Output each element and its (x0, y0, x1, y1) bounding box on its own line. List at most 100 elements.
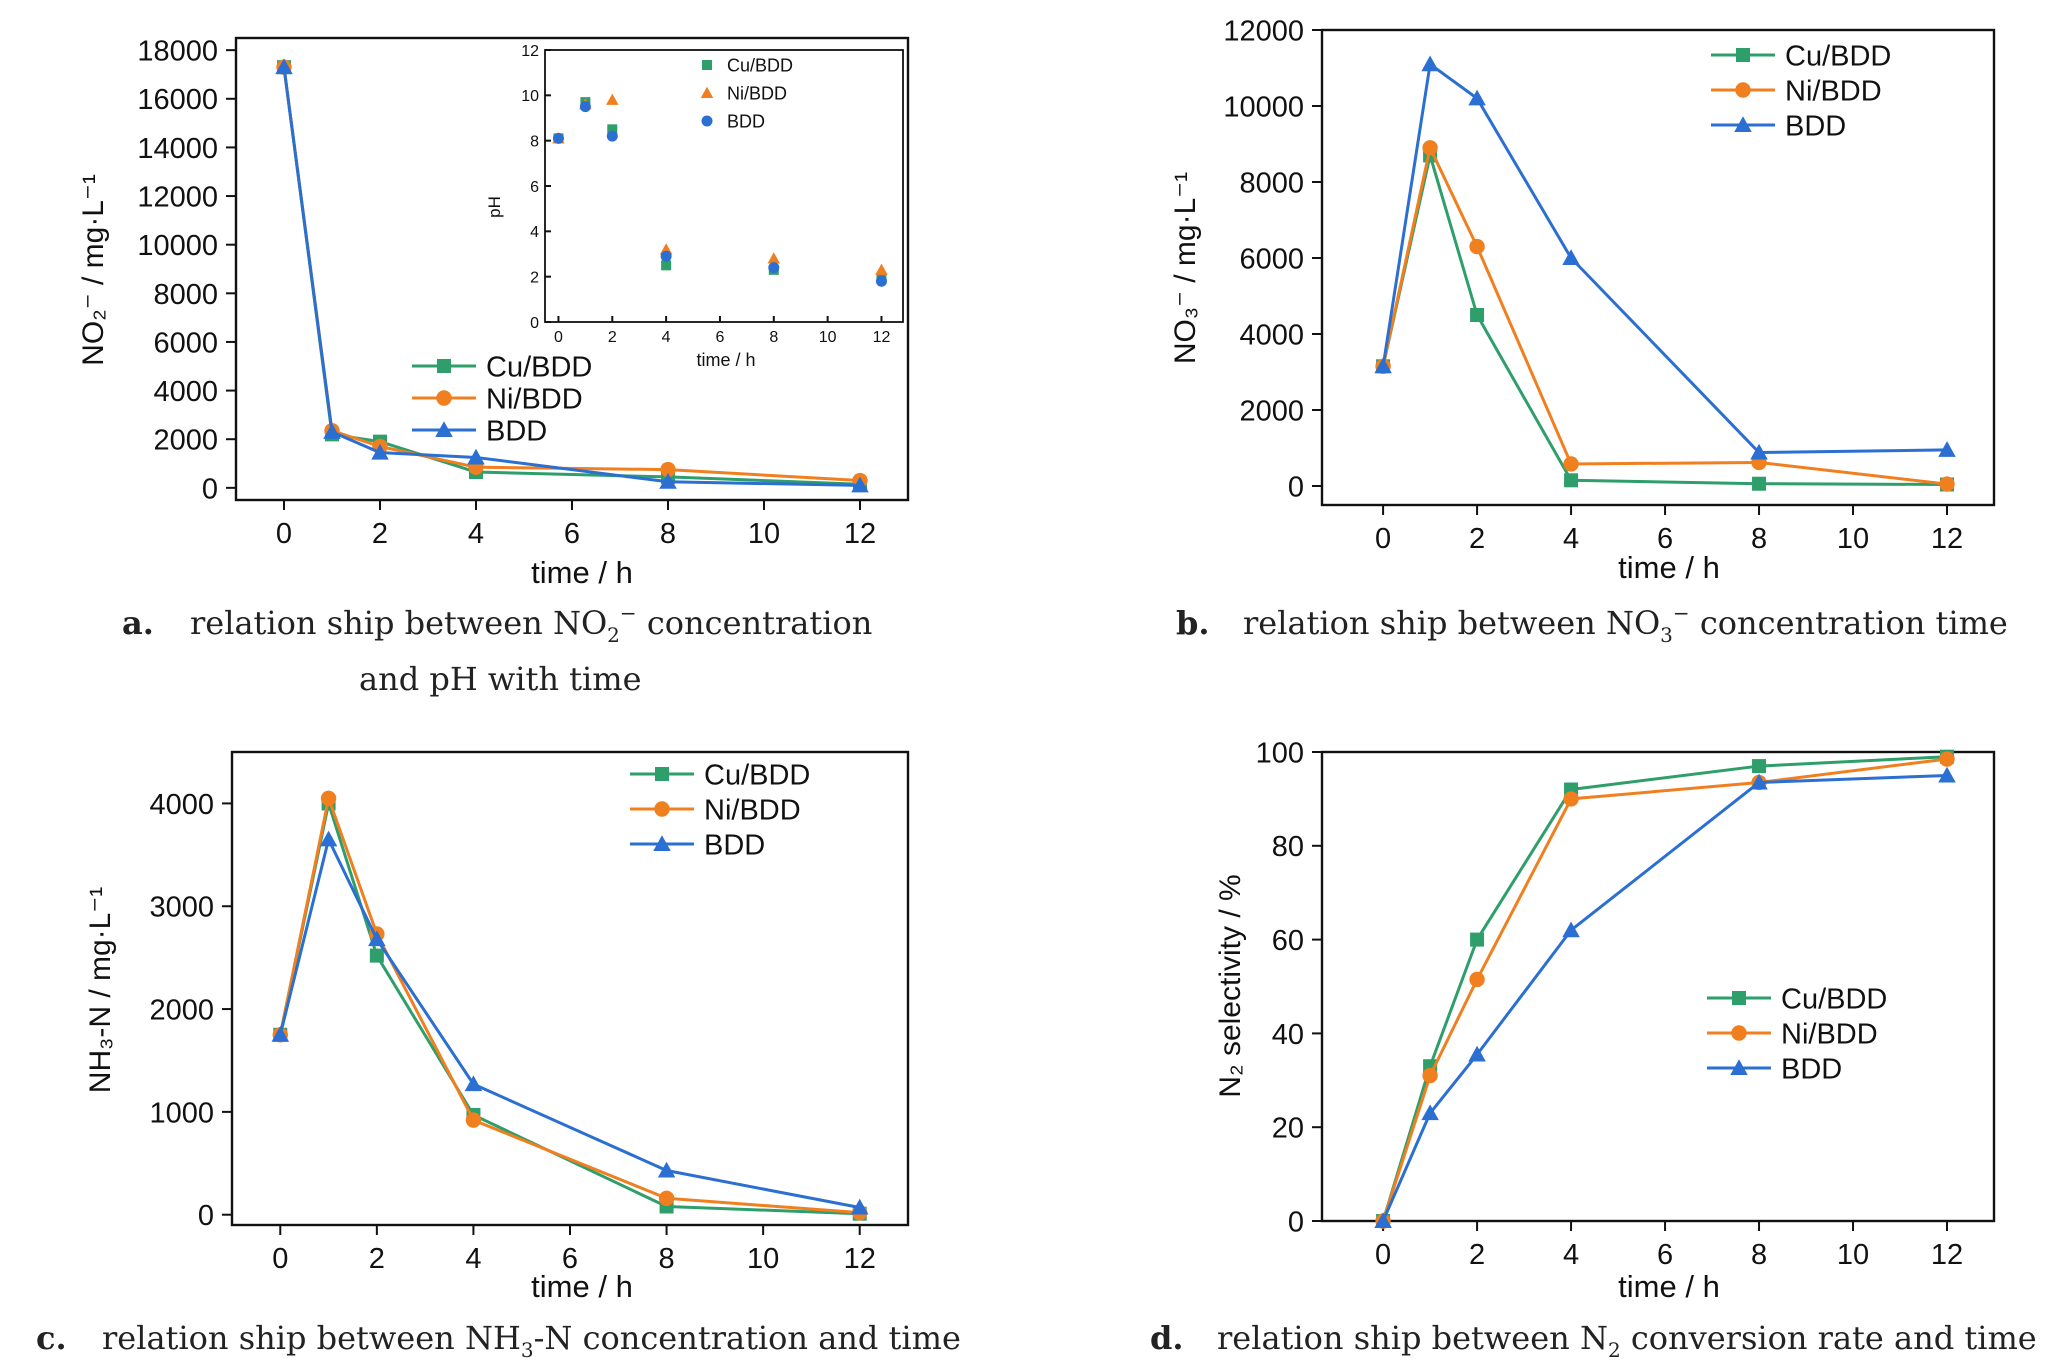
x-tick-label: 10 (819, 329, 837, 346)
x-tick-label: 6 (1657, 523, 1673, 555)
caption-text: relation ship between NO3− concentration… (1243, 601, 2008, 647)
x-axis-label: time / h (1618, 1269, 1720, 1304)
x-axis-label: time / h (696, 350, 755, 370)
x-tick-label: 2 (372, 518, 388, 550)
series-line-cu-bdd (1381, 153, 1948, 486)
inset-background (545, 50, 903, 322)
data-point-ni-bdd (659, 243, 673, 255)
caption-subscript: 3 (1660, 623, 1673, 647)
legend-label: Cu/BDD (1785, 40, 1891, 72)
x-axis-label: time / h (531, 555, 633, 590)
data-point-ni-bdd (767, 252, 781, 264)
x-tick-label: 12 (1931, 523, 1963, 555)
legend-marker (1736, 48, 1750, 62)
legend-label: BDD (486, 415, 547, 447)
y-tick-label: 0 (202, 473, 218, 505)
legend-marker (435, 421, 453, 437)
y-tick-label: 12 (521, 43, 539, 60)
series-line-ni-bdd (1381, 757, 1948, 1222)
series-bdd (1374, 55, 1956, 460)
x-tick-label: 12 (844, 518, 876, 550)
legend-marker (1732, 991, 1746, 1005)
y-tick-label: 3000 (149, 892, 214, 924)
legend-item-bdd: BDD (701, 111, 765, 131)
caption-text-start: relation ship between NO (1243, 604, 1660, 642)
caption-text-end: concentration time (1690, 604, 2008, 642)
legend-item-bdd: BDD (1711, 110, 1846, 142)
chart-a-inset: 0 2 4 6 8 10 12 0 2 4 6 8 10 12 time / h pH Cu/BDD Ni/BDD… (485, 43, 904, 370)
legend-item-bdd: BDD (412, 415, 547, 447)
data-point-ni-bdd (1469, 238, 1485, 255)
data-point-cu-bdd (607, 124, 618, 135)
series-line-cu-bdd (1381, 755, 1948, 1222)
data-point-bdd (1750, 773, 1768, 790)
legend-label: BDD (727, 111, 765, 131)
legend-marker (1734, 116, 1752, 132)
data-point-bdd (659, 473, 677, 489)
x-tick-label: 4 (1563, 1239, 1579, 1271)
caption-text-end: conversion rate and time (1621, 1319, 2037, 1357)
caption-label: c. (36, 1319, 67, 1357)
data-point-bdd (1468, 89, 1486, 106)
y-tick-label: 40 (1272, 1019, 1304, 1051)
y-axis-label: NH₃-N / mg·L⁻¹ (84, 887, 117, 1093)
data-point-cu-bdd (1470, 308, 1485, 322)
legend-label: Ni/BDD (1781, 1018, 1878, 1050)
plot-frame (1320, 28, 1996, 507)
data-point-bdd (1562, 921, 1580, 938)
y-tick-label: 8 (530, 133, 539, 150)
y-axis-label: NO₂⁻ / mg·L⁻¹ (77, 174, 110, 366)
x-tick-label: 0 (1375, 523, 1391, 555)
chart-c: 0 2 4 6 8 10 12 0 1000 2000 3000 4000 time / h NH₃-N … (36, 750, 961, 1362)
legend-marker (1735, 82, 1751, 98)
legend-label: Cu/BDD (486, 351, 592, 383)
data-point-ni-bdd (1563, 456, 1579, 472)
y-tick-label: 0 (530, 315, 539, 332)
caption-a: a. relation ship between NO2− concentrati… (122, 601, 872, 698)
caption-superscript: − (1673, 601, 1690, 625)
x-tick-label: 2 (1469, 523, 1485, 555)
data-point-bdd (850, 1198, 869, 1215)
legend-item-ni-bdd: Ni/BDD (700, 83, 787, 103)
y-axis-label: NO₃⁻ / mg·L⁻¹ (1169, 172, 1202, 364)
data-point-cu-bdd (1752, 759, 1767, 774)
legend-marker (1730, 1059, 1748, 1075)
data-point-bdd (606, 130, 618, 142)
data-point-ni-bdd (1422, 140, 1438, 156)
legend-marker (655, 767, 669, 781)
y-tick-label: 6000 (1239, 243, 1304, 275)
y-tick-label: 2000 (1239, 395, 1304, 427)
x-tick-label: 0 (554, 329, 563, 346)
y-tick-label: 2000 (153, 425, 218, 457)
x-axis-label: time / h (531, 1269, 633, 1304)
data-point-cu-bdd (369, 948, 384, 963)
caption-label: b. (1176, 604, 1210, 642)
data-point-bdd (1562, 249, 1580, 265)
data-point-bdd (1468, 1045, 1486, 1062)
data-point-bdd (1421, 55, 1439, 72)
y-tick-label: 60 (1272, 925, 1304, 957)
caption-subscript: 2 (607, 623, 620, 647)
data-point-bdd (275, 58, 293, 75)
legend-marker (437, 359, 451, 373)
x-tick-label: 2 (369, 1243, 385, 1275)
y-axis-label: N₂ selectivity / % (1214, 874, 1247, 1097)
x-axis-label: time / h (1618, 550, 1720, 585)
x-tick-label: 4 (465, 1243, 481, 1275)
legend-label: Ni/BDD (727, 83, 787, 103)
series-bdd (552, 101, 887, 287)
data-point-ni-bdd (658, 1190, 675, 1206)
legend-item-cu-bdd: Cu/BDD (1711, 40, 1891, 72)
y-tick-label: 16000 (137, 84, 218, 116)
caption-line-2: and pH with time (359, 660, 642, 698)
x-tick-label: 2 (1469, 1239, 1485, 1271)
data-point-ni-bdd (465, 1112, 482, 1128)
legend-marker (654, 801, 670, 817)
data-point-bdd (1938, 441, 1956, 457)
y-axis-label: pH (485, 196, 504, 218)
x-tick-label: 6 (716, 329, 725, 346)
data-point-bdd (467, 448, 485, 465)
